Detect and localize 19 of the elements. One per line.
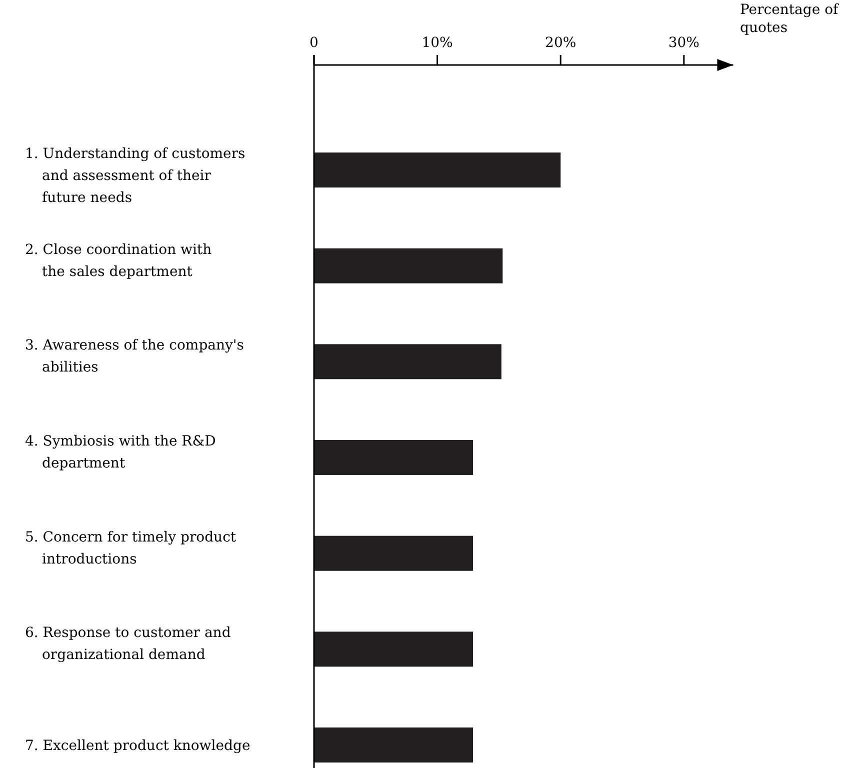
bar (314, 440, 474, 475)
bar (314, 248, 503, 284)
bar (314, 152, 561, 188)
bar (314, 632, 474, 667)
y-tick-label: 7. Excellent product knowledge (25, 738, 250, 754)
bar (314, 536, 474, 571)
x-tick-label: 0 (310, 35, 318, 51)
x-tick-label: 20% (545, 35, 576, 51)
x-tick-label: 30% (668, 35, 700, 51)
y-tick-label: 6. Response to customer and organizational demand (25, 625, 231, 664)
bar (314, 344, 502, 380)
y-tick-label: 2. Close coordination with the sales department (25, 242, 212, 280)
y-tick-label: 3. Awareness of the company's abilities (25, 338, 244, 376)
y-tick-label: 1. Understanding of customers and assessment of their future needs (25, 146, 246, 206)
y-tick-label: 5. Concern for timely product introductions (25, 529, 236, 568)
y-tick-label: 4. Symbiosis with the R&D department (25, 434, 216, 472)
x-tick-label: 10% (422, 35, 453, 51)
bar (314, 728, 474, 762)
x-axis-title: Percentage of quotes (740, 2, 840, 36)
